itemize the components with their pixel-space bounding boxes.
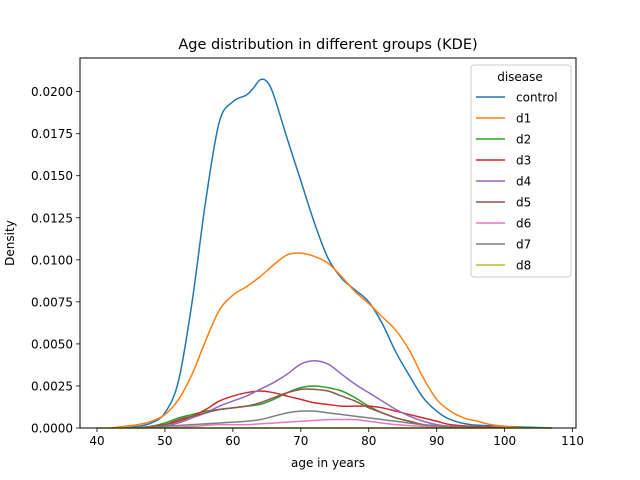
x-tick-label: 70: [293, 434, 308, 448]
x-tick-label: 100: [493, 434, 516, 448]
x-tick-label: 60: [225, 434, 240, 448]
series-line-d3: [137, 390, 505, 429]
plot-frame: [79, 57, 577, 429]
x-axis: 40 50 60 70 80 90 100 110: [89, 428, 584, 448]
series-line-d5: [137, 388, 464, 429]
legend-title: disease: [497, 70, 543, 84]
y-axis: 0.0000 0.0025 0.0050 0.0075 0.0100 0.0125 0.01…: [31, 85, 80, 436]
x-tick-label: 90: [429, 434, 444, 448]
chart-title: Age distribution in different groups (KD…: [178, 37, 477, 53]
y-tick-label: 0.0175: [31, 127, 73, 141]
x-axis-label: age in years: [291, 456, 365, 470]
legend-label-d8: d8: [516, 259, 531, 273]
y-tick-label: 0.0200: [31, 85, 73, 99]
x-tick-label: 110: [561, 434, 584, 448]
legend-label-d7: d7: [516, 238, 531, 252]
x-tick-label: 50: [157, 434, 172, 448]
legend-label-d1: d1: [516, 112, 531, 126]
x-tick-label: 40: [89, 434, 104, 448]
series-line-control: [124, 78, 553, 429]
series-line-d6: [164, 418, 451, 429]
y-tick-label: 0.0025: [31, 379, 73, 393]
legend: disease control d1 d2 d3 d4 d5 d6 d7 d8: [470, 64, 572, 278]
y-tick-label: 0.0075: [31, 295, 73, 309]
series-line-d1: [110, 252, 526, 429]
legend-label-d3: d3: [516, 154, 531, 168]
legend-label-d5: d5: [516, 196, 531, 210]
y-tick-label: 0.0000: [31, 422, 73, 436]
legend-label-d4: d4: [516, 175, 531, 189]
x-tick-label: 80: [361, 434, 376, 448]
legend-label-d2: d2: [516, 133, 531, 147]
legend-label-control: control: [516, 91, 558, 105]
y-axis-label: Density: [3, 220, 17, 266]
legend-label-d6: d6: [516, 217, 531, 231]
legend-items: control d1 d2 d3 d4 d5 d6 d7 d8: [476, 91, 558, 273]
y-tick-label: 0.0150: [31, 169, 73, 183]
y-tick-label: 0.0125: [31, 211, 73, 225]
y-tick-label: 0.0050: [31, 337, 73, 351]
series-line-d7: [137, 410, 485, 429]
y-tick-label: 0.0100: [31, 253, 73, 267]
